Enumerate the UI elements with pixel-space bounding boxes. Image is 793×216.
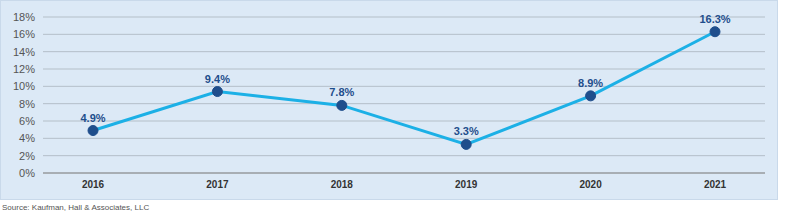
svg-text:2019: 2019 (455, 179, 478, 190)
svg-text:16%: 16% (13, 28, 35, 40)
svg-text:2018: 2018 (331, 179, 354, 190)
svg-text:6%: 6% (19, 115, 35, 127)
svg-text:0%: 0% (19, 167, 35, 179)
svg-text:7.8%: 7.8% (329, 86, 354, 98)
svg-text:2021: 2021 (704, 179, 727, 190)
svg-text:12%: 12% (13, 63, 35, 75)
svg-text:14%: 14% (13, 46, 35, 58)
svg-text:2020: 2020 (579, 179, 602, 190)
svg-text:3.3%: 3.3% (454, 125, 479, 137)
svg-text:2016: 2016 (82, 179, 105, 190)
svg-text:2%: 2% (19, 150, 35, 162)
svg-text:4%: 4% (19, 132, 35, 144)
svg-text:9.4%: 9.4% (205, 73, 230, 85)
svg-text:18%: 18% (13, 11, 35, 23)
svg-text:2017: 2017 (206, 179, 229, 190)
svg-text:16.3%: 16.3% (699, 13, 730, 25)
svg-text:4.9%: 4.9% (80, 112, 105, 124)
html-text:Source: Kaufman, Hall & Associ: Source: Kaufman, Hall & Associates, LLC (2, 203, 150, 212)
svg-text:10%: 10% (13, 80, 35, 92)
svg-text:8.9%: 8.9% (578, 77, 603, 89)
svg-text:8%: 8% (19, 98, 35, 110)
